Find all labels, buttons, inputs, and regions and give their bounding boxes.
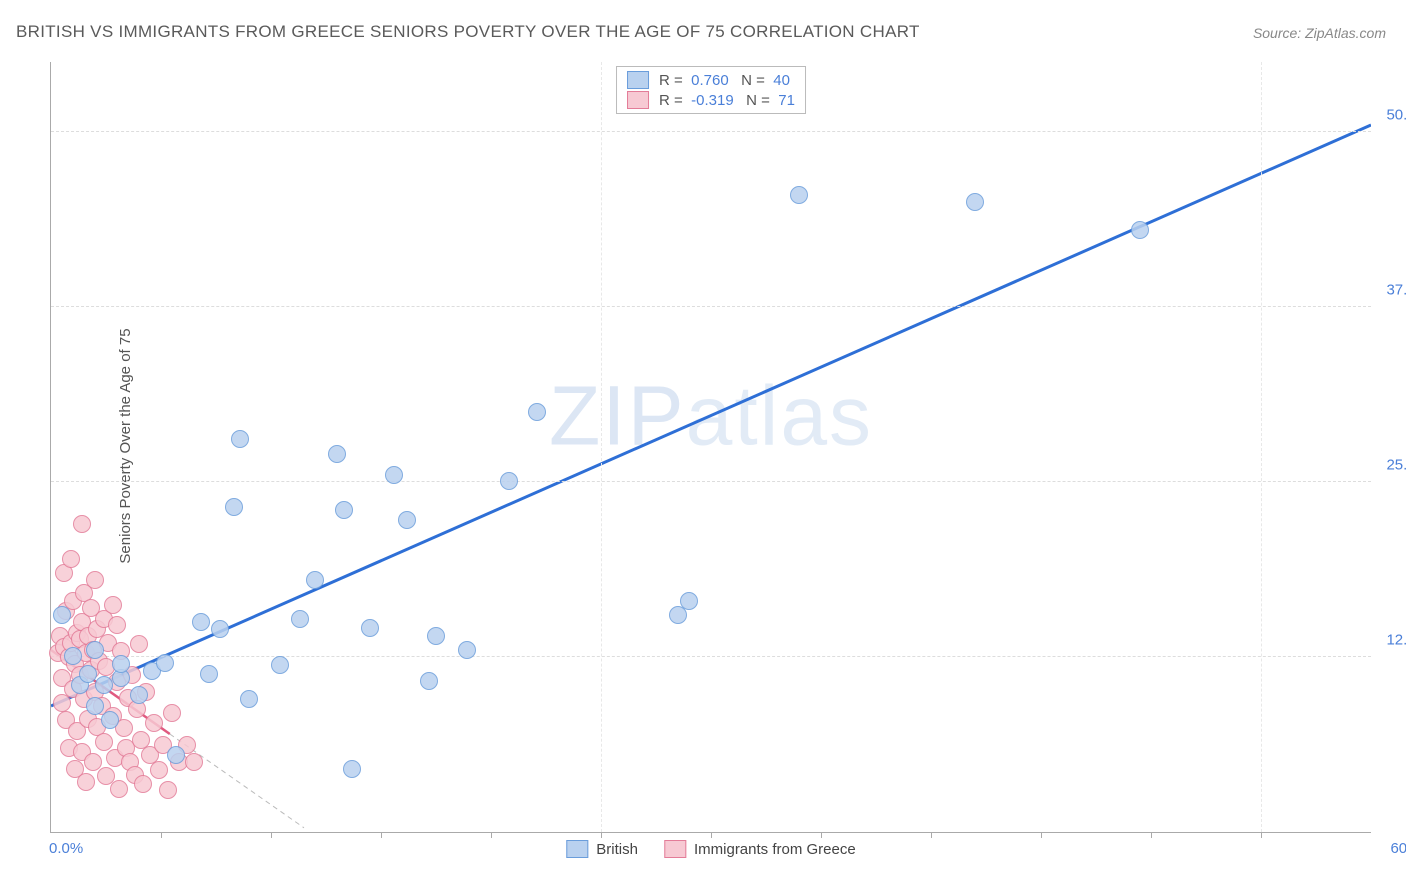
x-tick <box>1041 832 1042 838</box>
british-point <box>385 466 403 484</box>
trend-line <box>51 125 1371 706</box>
greece-point <box>104 596 122 614</box>
x-tick <box>381 832 382 838</box>
correlation-legend-row: R = 0.760 N = 40 <box>627 71 795 89</box>
x-tick <box>711 832 712 838</box>
x-tick <box>1151 832 1152 838</box>
british-point <box>130 686 148 704</box>
greece-point <box>77 773 95 791</box>
x-tick <box>601 832 602 838</box>
trend-lines <box>51 62 1371 832</box>
british-point <box>500 472 518 490</box>
x-tick <box>161 832 162 838</box>
y-tick-label: 12.5% <box>1386 632 1406 649</box>
british-point <box>86 697 104 715</box>
british-point <box>271 656 289 674</box>
greece-point <box>134 775 152 793</box>
british-point <box>225 498 243 516</box>
gridline-v <box>601 62 602 832</box>
gridline-h <box>51 481 1371 482</box>
legend-swatch <box>627 91 649 109</box>
gridline-h <box>51 306 1371 307</box>
series-legend-item: British <box>566 840 638 858</box>
series-legend-item: Immigrants from Greece <box>664 840 856 858</box>
british-point <box>211 620 229 638</box>
british-point <box>192 613 210 631</box>
british-point <box>420 672 438 690</box>
british-point <box>291 610 309 628</box>
greece-point <box>108 616 126 634</box>
british-point <box>240 690 258 708</box>
british-point <box>335 501 353 519</box>
series-legend-label: British <box>596 841 638 858</box>
british-point <box>790 186 808 204</box>
x-tick <box>1261 832 1262 838</box>
british-point <box>427 627 445 645</box>
british-point <box>167 746 185 764</box>
y-tick-label: 37.5% <box>1386 282 1406 299</box>
greece-point <box>185 753 203 771</box>
british-point <box>328 445 346 463</box>
legend-swatch <box>664 840 686 858</box>
correlation-legend-row: R = -0.319 N = 71 <box>627 91 795 109</box>
british-point <box>343 760 361 778</box>
chart-title: BRITISH VS IMMIGRANTS FROM GREECE SENIOR… <box>16 22 920 42</box>
gridline-h <box>51 656 1371 657</box>
british-point <box>458 641 476 659</box>
british-point <box>53 606 71 624</box>
x-axis-min-label: 0.0% <box>49 840 83 857</box>
legend-swatch <box>566 840 588 858</box>
greece-point <box>62 550 80 568</box>
x-axis-max-label: 60.0% <box>1390 840 1406 857</box>
british-point <box>200 665 218 683</box>
y-tick-label: 25.0% <box>1386 457 1406 474</box>
british-point <box>64 647 82 665</box>
greece-point <box>145 714 163 732</box>
series-legend: British Immigrants from Greece <box>566 840 855 858</box>
british-point <box>101 711 119 729</box>
greece-point <box>110 780 128 798</box>
british-point <box>528 403 546 421</box>
gridline-v <box>1261 62 1262 832</box>
correlation-legend: R = 0.760 N = 40 R = -0.319 N = 71 <box>616 66 806 114</box>
scatter-plot: ZIPatlas R = 0.760 N = 40 R = -0.319 N = … <box>50 62 1371 833</box>
gridline-h <box>51 131 1371 132</box>
british-point <box>306 571 324 589</box>
british-point <box>86 641 104 659</box>
british-point <box>680 592 698 610</box>
source-label: Source: ZipAtlas.com <box>1253 25 1386 41</box>
greece-point <box>159 781 177 799</box>
british-point <box>398 511 416 529</box>
british-point <box>1131 221 1149 239</box>
british-point <box>966 193 984 211</box>
greece-point <box>73 515 91 533</box>
british-point <box>95 676 113 694</box>
greece-point <box>150 761 168 779</box>
correlation-text: R = -0.319 N = 71 <box>659 92 795 109</box>
x-tick <box>821 832 822 838</box>
greece-point <box>163 704 181 722</box>
british-point <box>361 619 379 637</box>
y-tick-label: 50.0% <box>1386 107 1406 124</box>
greece-point <box>86 571 104 589</box>
series-legend-label: Immigrants from Greece <box>694 841 856 858</box>
british-point <box>156 654 174 672</box>
legend-swatch <box>627 71 649 89</box>
greece-point <box>130 635 148 653</box>
watermark: ZIPatlas <box>549 368 873 465</box>
x-tick <box>491 832 492 838</box>
british-point <box>231 430 249 448</box>
british-point <box>112 655 130 673</box>
correlation-text: R = 0.760 N = 40 <box>659 72 790 89</box>
x-tick <box>931 832 932 838</box>
x-tick <box>271 832 272 838</box>
